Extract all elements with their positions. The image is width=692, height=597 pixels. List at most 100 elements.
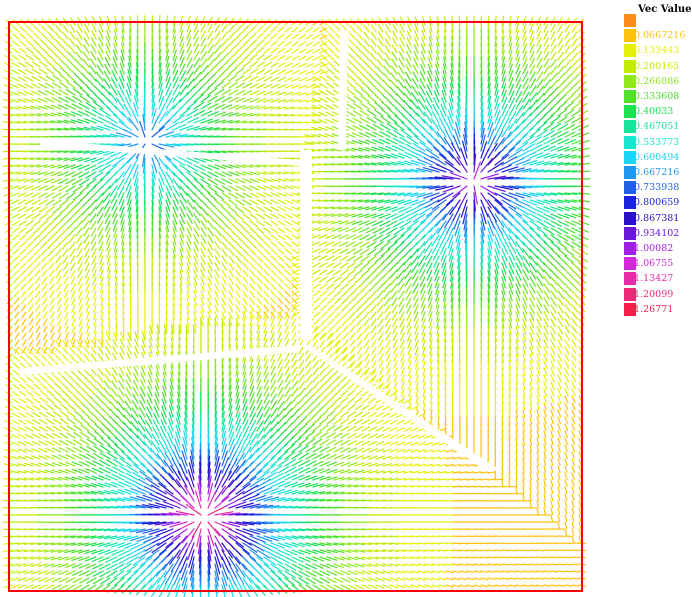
- vector-arrow: [529, 304, 535, 315]
- vector-arrow: [364, 367, 370, 376]
- vector-arrow: [136, 234, 139, 246]
- vector-arrow: [34, 290, 41, 298]
- vector-arrow: [458, 381, 461, 391]
- vector-arrow: [19, 255, 27, 263]
- vector-arrow: [235, 262, 242, 271]
- vector-arrow: [46, 227, 55, 235]
- vector-arrow: [256, 379, 262, 390]
- vector-arrow: [362, 290, 370, 299]
- vector-arrow: [326, 269, 335, 276]
- vector-arrow: [19, 362, 27, 369]
- vector-arrow: [363, 339, 370, 348]
- vector-arrow: [142, 114, 146, 131]
- vector-arrow: [249, 46, 258, 54]
- vector-arrow: [536, 37, 542, 47]
- vector-arrow: [98, 29, 104, 40]
- vector-arrow: [420, 213, 433, 224]
- vector-arrow: [364, 346, 370, 355]
- vector-arrow: [125, 89, 132, 103]
- vector-arrow: [326, 332, 333, 341]
- vector-arrow: [124, 393, 132, 404]
- vector-arrow: [46, 213, 55, 221]
- vector-arrow: [158, 255, 161, 266]
- vector-arrow: [18, 61, 27, 68]
- vector-arrow: [319, 75, 328, 82]
- vector-arrow: [31, 426, 41, 432]
- vector-arrow: [337, 206, 349, 210]
- vector-arrow: [376, 283, 384, 292]
- vector-arrow: [16, 178, 27, 183]
- vector-arrow: [78, 304, 83, 313]
- vector-arrow: [310, 206, 321, 210]
- vector-arrow: [494, 213, 505, 228]
- vector-arrow: [77, 118, 90, 124]
- vector-arrow: [412, 64, 419, 75]
- vector-arrow: [550, 130, 562, 138]
- vector-arrow: [305, 423, 315, 432]
- vector-arrow: [85, 311, 90, 320]
- vector-arrow: [55, 354, 62, 362]
- vector-arrow: [320, 25, 328, 33]
- vector-arrow: [186, 117, 200, 124]
- vector-arrow: [522, 98, 531, 110]
- vector-arrow: [326, 82, 335, 89]
- vector-arrow: [508, 374, 512, 384]
- vector-arrow: [30, 178, 41, 183]
- vector-arrow: [557, 346, 563, 355]
- vector-arrow: [382, 269, 391, 278]
- vector-arrow: [522, 346, 527, 356]
- vector-arrow: [417, 441, 426, 446]
- vector-arrow: [370, 325, 377, 334]
- vector-arrow: [508, 167, 526, 173]
- vector-arrow: [550, 123, 562, 131]
- vector-arrow: [135, 82, 139, 96]
- vector-arrow: [249, 192, 259, 198]
- vector-arrow: [369, 59, 377, 68]
- vector-arrow: [186, 164, 199, 172]
- vector-arrow: [543, 353, 548, 363]
- vector-arrow: [375, 405, 384, 411]
- vector-arrow: [83, 30, 90, 40]
- vector-arrow: [446, 122, 454, 138]
- vector-arrow: [508, 416, 511, 425]
- vector-arrow: [2, 113, 13, 117]
- vector-arrow: [113, 29, 118, 40]
- vector-arrow: [68, 234, 76, 243]
- vector-arrow: [2, 157, 13, 160]
- vector-arrow: [318, 255, 328, 261]
- vector-arrow: [12, 33, 20, 40]
- vector-arrow: [312, 290, 321, 297]
- vector-arrow: [298, 48, 307, 54]
- vector-arrow: [501, 444, 504, 453]
- vector-arrow: [494, 22, 497, 33]
- vector-arrow: [113, 36, 118, 47]
- vector-arrow: [20, 269, 27, 277]
- vector-arrow: [249, 185, 260, 191]
- vector-arrow: [494, 192, 511, 202]
- vector-arrow: [451, 395, 454, 405]
- vector-arrow: [172, 276, 176, 286]
- vector-arrow: [327, 297, 335, 304]
- vector-arrow: [125, 379, 132, 390]
- vector-arrow: [277, 33, 285, 40]
- vector-arrow: [158, 234, 161, 246]
- vector-arrow: [435, 43, 440, 54]
- vector-arrow: [441, 144, 454, 159]
- vector-arrow: [179, 63, 186, 75]
- vector-arrow: [436, 346, 440, 356]
- vector-arrow: [256, 206, 266, 213]
- vector-arrow: [399, 23, 405, 33]
- vector-arrow: [256, 150, 267, 153]
- vector-arrow: [214, 269, 220, 278]
- vector-arrow: [242, 32, 250, 40]
- vector-arrow: [73, 73, 83, 82]
- vector-arrow: [550, 23, 556, 33]
- vector-arrow: [235, 178, 246, 184]
- vector-arrow: [319, 48, 328, 54]
- vector-arrow: [99, 283, 104, 293]
- vector-arrow: [284, 199, 294, 204]
- vector-arrow: [422, 395, 426, 404]
- vector-arrow: [179, 164, 192, 174]
- vector-arrow: [172, 206, 178, 218]
- vector-arrow: [515, 388, 519, 398]
